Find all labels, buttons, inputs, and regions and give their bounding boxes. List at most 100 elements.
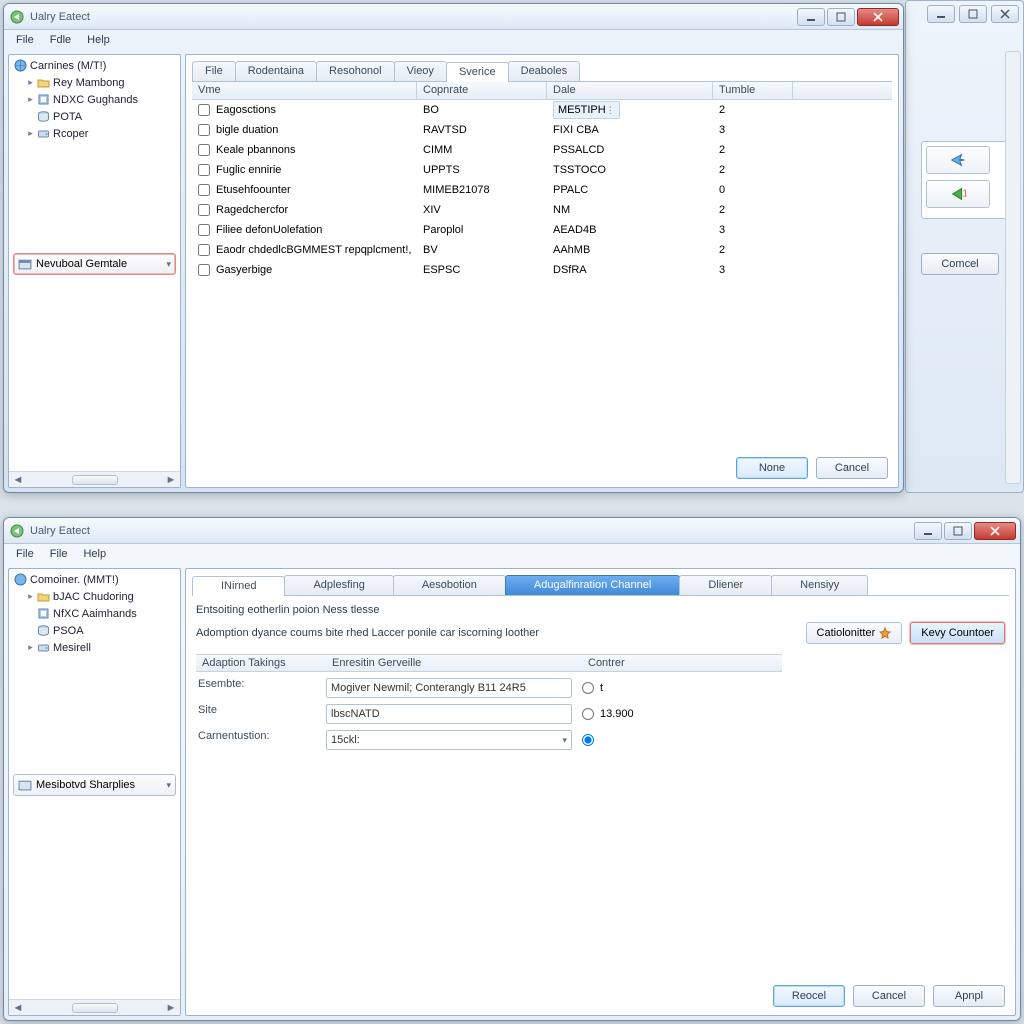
table-row[interactable]: bigle duationRAVTSDFIXI CBA3: [192, 120, 892, 140]
menu-file[interactable]: File: [10, 546, 40, 562]
tab-sverice[interactable]: Sverice: [446, 62, 509, 82]
reocel-button[interactable]: Reocel: [773, 985, 845, 1007]
scroll-thumb[interactable]: [72, 475, 118, 485]
table-row[interactable]: Filiee defonUolefationParoplolAEAD4B3: [192, 220, 892, 240]
scroll-left-icon[interactable]: ◄: [11, 474, 25, 486]
tab-deaboles[interactable]: Deaboles: [508, 61, 580, 81]
menu-fdle[interactable]: Fdle: [44, 32, 77, 48]
minimize-button[interactable]: [797, 8, 825, 26]
close-button[interactable]: [857, 8, 899, 26]
row-checkbox[interactable]: [198, 244, 210, 256]
tab-vieoy[interactable]: Vieoy: [394, 61, 447, 81]
sidebar-combo[interactable]: Nevuboal Gemtale ▾: [13, 253, 176, 275]
table-row[interactable]: Eaodr chdedlcBGMMEST repqplcment!,BVAAhM…: [192, 240, 892, 260]
row-checkbox[interactable]: [198, 224, 210, 236]
row-checkbox[interactable]: [198, 184, 210, 196]
tab-adugalfinration-channel[interactable]: Adugalfinration Channel: [505, 575, 680, 595]
row-checkbox[interactable]: [198, 104, 210, 116]
scroll-right-icon[interactable]: ►: [164, 1002, 178, 1014]
bg-cancel-button[interactable]: Comcel: [921, 253, 999, 275]
table-row[interactable]: Fuglic ennirieUPPTSTSSTOCO2: [192, 160, 892, 180]
selected-cell[interactable]: ME5TIPH⋮: [553, 101, 620, 119]
counter-radio[interactable]: [582, 730, 782, 750]
cancel-button[interactable]: Cancel: [816, 457, 888, 479]
radio-input[interactable]: [582, 708, 594, 720]
col-tumble[interactable]: Tumble: [713, 82, 793, 99]
expand-caret-icon[interactable]: ▸: [25, 591, 36, 602]
menu-help[interactable]: Help: [77, 546, 112, 562]
tab-inirned[interactable]: INirned: [192, 576, 285, 596]
bg-tool-play-button[interactable]: 1: [926, 180, 990, 208]
none-button[interactable]: None: [736, 457, 808, 479]
titlebar[interactable]: Ualry Eatect: [4, 4, 903, 30]
field-combo[interactable]: 15ckl:▾: [326, 730, 572, 750]
counter-radio[interactable]: 13.900: [582, 704, 782, 724]
sidebar-hscroll[interactable]: ◄ ►: [9, 999, 180, 1015]
table-row[interactable]: EtusehfoounterMIMEB21078PPALC0: [192, 180, 892, 200]
titlebar[interactable]: Ualry Eatect: [4, 518, 1020, 544]
tree-root[interactable]: Comoiner. (MMT!): [11, 571, 180, 588]
row-checkbox[interactable]: [198, 164, 210, 176]
sidebar-hscroll[interactable]: ◄ ►: [9, 471, 180, 487]
tab-aesobotion[interactable]: Aesobotion: [393, 575, 506, 595]
bg-vscroll[interactable]: [1005, 51, 1021, 484]
col-copnrate[interactable]: Copnrate: [417, 82, 547, 99]
row-checkbox[interactable]: [198, 264, 210, 276]
maximize-button[interactable]: [827, 8, 855, 26]
tab-adplesfing[interactable]: Adplesfing: [284, 575, 393, 595]
radio-input[interactable]: [582, 682, 594, 694]
apply-button[interactable]: Apnpl: [933, 985, 1005, 1007]
tree-root[interactable]: Carnines (M/T!): [11, 57, 180, 74]
bg-minimize-button[interactable]: [927, 5, 955, 23]
key-counter-button[interactable]: Kevy Countoer: [910, 622, 1005, 644]
bg-maximize-button[interactable]: [959, 5, 987, 23]
close-button[interactable]: [974, 522, 1016, 540]
scroll-left-icon[interactable]: ◄: [11, 1002, 25, 1014]
tab-resohonol[interactable]: Resohonol: [316, 61, 395, 81]
table-row[interactable]: Keale pbannonsCIMMPSSALCD2: [192, 140, 892, 160]
col-vme[interactable]: Vme: [192, 82, 417, 99]
tree-item[interactable]: NfXC Aaimhands: [11, 605, 180, 622]
maximize-button[interactable]: [944, 522, 972, 540]
cancel-button[interactable]: Cancel: [853, 985, 925, 1007]
field-text[interactable]: lbscNATD: [326, 704, 572, 724]
tree-item[interactable]: POTA: [11, 108, 180, 125]
tree-item-label: POTA: [53, 111, 82, 123]
catiolonitter-button[interactable]: Catiolonitter: [806, 622, 903, 644]
tab-nensiyy[interactable]: Nensiyy: [771, 575, 868, 595]
tab-file[interactable]: File: [192, 61, 236, 81]
table-row[interactable]: RagedchercforXIVNM2: [192, 200, 892, 220]
tree-item[interactable]: ▸bJAC Chudoring: [11, 588, 180, 605]
tree-item[interactable]: PSOA: [11, 622, 180, 639]
tab-dliener[interactable]: Dliener: [679, 575, 772, 595]
row-checkbox[interactable]: [198, 204, 210, 216]
expand-caret-icon[interactable]: ▸: [25, 128, 36, 139]
menu-file[interactable]: File: [10, 32, 40, 48]
bg-close-button[interactable]: [991, 5, 1019, 23]
tree-item[interactable]: ▸NDXC Gughands: [11, 91, 180, 108]
tab-rodentaina[interactable]: Rodentaina: [235, 61, 317, 81]
tree: Carnines (M/T!) ▸Rey Mambong▸NDXC Gughan…: [9, 55, 180, 251]
row-checkbox[interactable]: [198, 144, 210, 156]
menu-help[interactable]: Help: [81, 32, 116, 48]
tree-item[interactable]: ▸Rcoper: [11, 125, 180, 142]
scroll-thumb[interactable]: [72, 1003, 118, 1013]
table-row[interactable]: GasyerbigeESPSCDSfRA3: [192, 260, 892, 280]
expand-caret-icon[interactable]: ▸: [25, 642, 36, 653]
field-text[interactable]: Mogiver Newmil; Conterangly B11 24R5: [326, 678, 572, 698]
menu-file2[interactable]: File: [44, 546, 74, 562]
expand-caret-icon[interactable]: ▸: [25, 77, 36, 88]
bg-tool-arrow-button[interactable]: [926, 146, 990, 174]
tree-item[interactable]: ▸Mesirell: [11, 639, 180, 656]
dropdown-handle-icon[interactable]: ⋮: [606, 105, 615, 116]
expand-caret-icon[interactable]: ▸: [25, 94, 36, 105]
sidebar-combo[interactable]: Mesibotvd Sharplies ▾: [13, 774, 176, 796]
tree-item[interactable]: ▸Rey Mambong: [11, 74, 180, 91]
radio-input[interactable]: [582, 734, 594, 746]
counter-radio[interactable]: t: [582, 678, 782, 698]
col-dale[interactable]: Dale: [547, 82, 713, 99]
scroll-right-icon[interactable]: ►: [164, 474, 178, 486]
minimize-button[interactable]: [914, 522, 942, 540]
table-row[interactable]: EagosctionsBOME5TIPH⋮2: [192, 100, 892, 120]
row-checkbox[interactable]: [198, 124, 210, 136]
